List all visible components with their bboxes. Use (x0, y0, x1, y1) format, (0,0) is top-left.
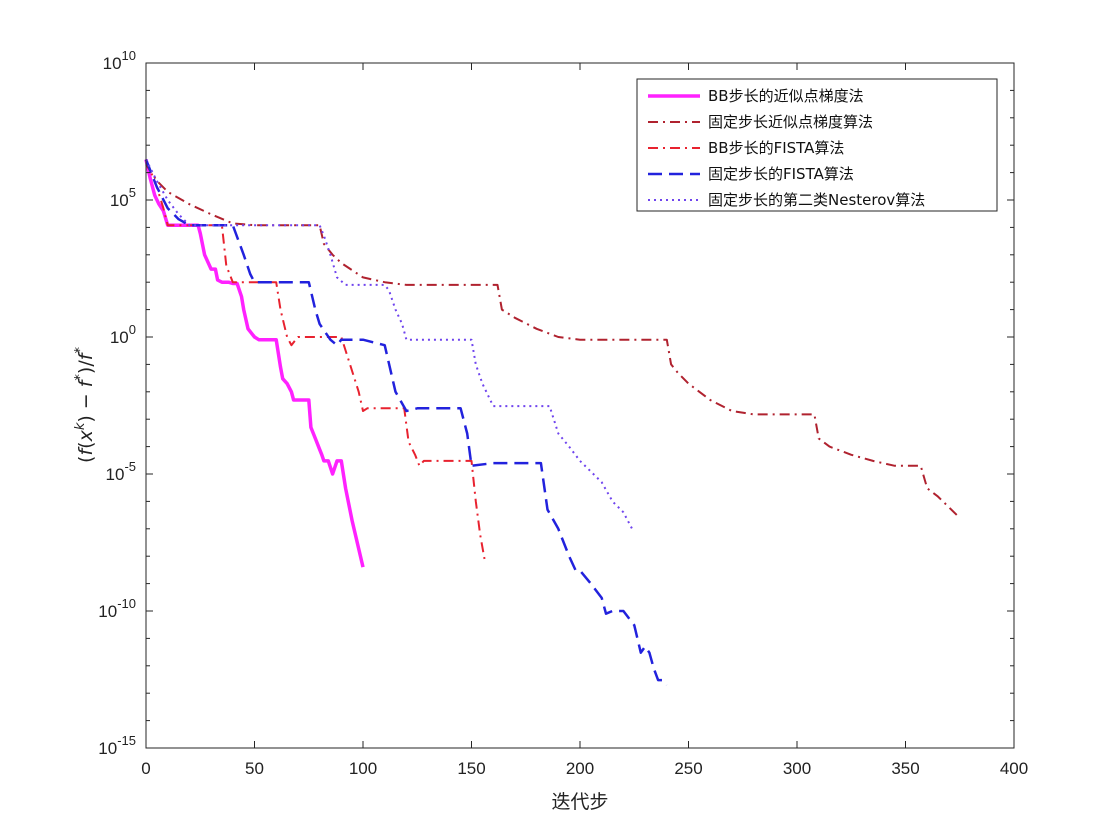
x-axis-label: 迭代步 (551, 791, 608, 813)
legend-label-5: 固定步长的第二类Nesterov算法 (708, 191, 925, 209)
x-tick-label: 150 (457, 759, 485, 778)
x-tick-label: 0 (141, 759, 150, 778)
x-tick-label: 350 (891, 759, 919, 778)
y-axis-label: (f(xk)−f*)/f* (73, 347, 97, 463)
series-line-5 (145, 159, 633, 530)
series-line-3 (145, 159, 486, 560)
x-tick-label: 100 (349, 759, 377, 778)
y-tick-label: 10-15 (98, 733, 136, 758)
x-tick-label: 250 (674, 759, 702, 778)
x-ticks-layer: 0 50 100 150 200 250 300 350 400 (141, 63, 1028, 778)
series-line-2 (145, 163, 961, 519)
y-tick-label: 10-5 (106, 459, 136, 484)
legend-label-3: BB步长的FISTA算法 (708, 139, 844, 157)
y-tick-label: 10-10 (98, 596, 136, 621)
y-tick-label: 100 (110, 322, 136, 347)
y-tick-label: 105 (110, 185, 136, 210)
legend-label-2: 固定步长近似点梯度算法 (708, 113, 873, 131)
x-tick-label: 50 (245, 759, 264, 778)
series-line-4 (144, 159, 668, 686)
legend-label-1: BB步长的近似点梯度法 (708, 87, 864, 105)
x-tick-label: 400 (1000, 759, 1028, 778)
y-ticks-layer: 1010 105 100 10-5 10-10 10-15 (98, 48, 1014, 758)
x-tick-label: 300 (783, 759, 811, 778)
series-layer (144, 159, 961, 686)
y-tick-label: 1010 (103, 48, 136, 73)
legend-box (636, 78, 998, 212)
x-tick-label: 200 (566, 759, 594, 778)
legend-label-4: 固定步长的FISTA算法 (708, 165, 854, 183)
